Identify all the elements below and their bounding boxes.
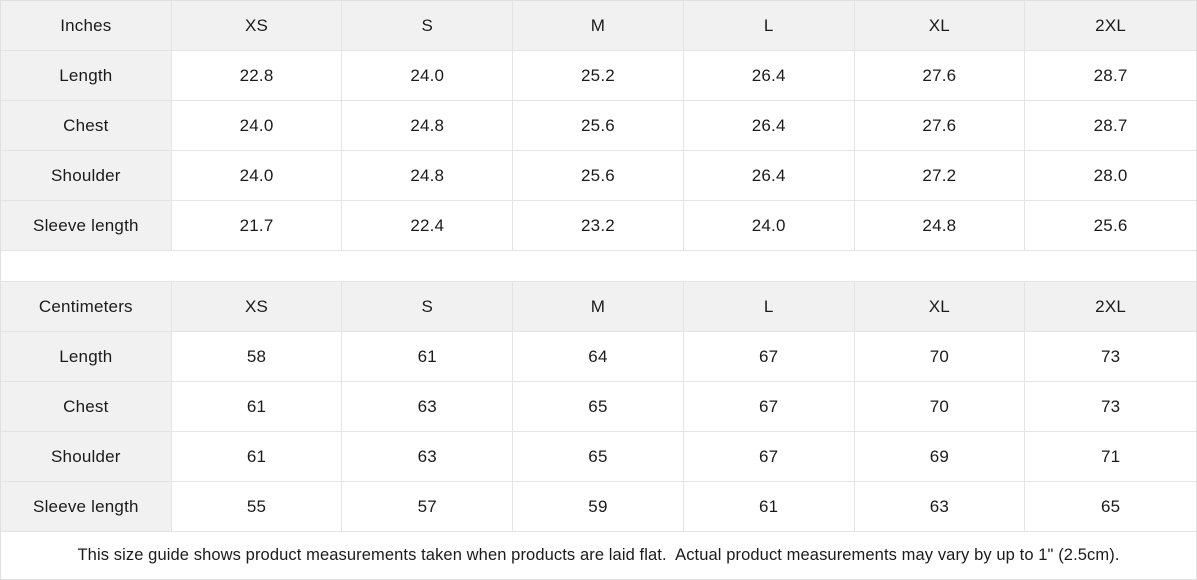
measurement-cell: 25.6	[513, 101, 684, 151]
measurement-cell: 67	[683, 332, 855, 382]
measurement-cell: 57	[342, 482, 514, 532]
size-header-cell-l: L	[683, 282, 855, 332]
measurement-cell: 27.6	[854, 51, 1026, 101]
size-header-cell-xl: XL	[854, 1, 1026, 51]
measurement-cell: 65	[1025, 482, 1196, 532]
size-table-row: Chest 24.0 24.8 25.6 26.4 27.6 28.7	[1, 101, 1196, 151]
measurement-cell: 26.4	[683, 101, 855, 151]
measurement-cell: 25.6	[1025, 201, 1196, 251]
measurement-cell: 28.0	[1025, 151, 1196, 201]
size-header-cell-m: M	[513, 282, 684, 332]
row-label-cell: Length	[1, 332, 172, 382]
table-gap	[1, 251, 1196, 282]
size-table-row: Sleeve length 21.7 22.4 23.2 24.0 24.8 25.6	[1, 201, 1196, 251]
size-header-cell-s: S	[342, 1, 514, 51]
size-header-cell-xl: XL	[854, 282, 1026, 332]
measurement-cell: 24.8	[342, 151, 514, 201]
measurement-cell: 25.6	[513, 151, 684, 201]
measurement-cell: 24.0	[171, 151, 343, 201]
measurement-cell: 26.4	[683, 151, 855, 201]
size-header-cell-l: L	[683, 1, 855, 51]
size-table-centimeters: Centimeters XS S M L XL 2XL Length 58 61 64 67 70 73 C…	[1, 282, 1196, 532]
measurement-cell: 27.2	[854, 151, 1026, 201]
measurement-cell: 23.2	[513, 201, 684, 251]
row-label-cell: Chest	[1, 101, 172, 151]
size-header-cell-s: S	[342, 282, 514, 332]
size-header-cell-xs: XS	[171, 1, 343, 51]
row-label-cell: Sleeve length	[1, 482, 172, 532]
measurement-cell: 25.2	[513, 51, 684, 101]
unit-label-cell: Centimeters	[1, 282, 172, 332]
measurement-cell: 24.8	[342, 101, 514, 151]
size-table-inches: Inches XS S M L XL 2XL Length 22.8 24.0 25.2 26.4 27…	[1, 1, 1196, 251]
measurement-cell: 59	[513, 482, 684, 532]
size-table-row: Shoulder 61 63 65 67 69 71	[1, 432, 1196, 482]
measurement-cell: 70	[854, 332, 1026, 382]
measurement-cell: 24.0	[342, 51, 514, 101]
measurement-cell: 65	[513, 432, 684, 482]
measurement-cell: 65	[513, 382, 684, 432]
measurement-cell: 24.0	[683, 201, 855, 251]
measurement-cell: 61	[171, 432, 343, 482]
size-header-cell-xs: XS	[171, 282, 343, 332]
measurement-cell: 73	[1025, 332, 1196, 382]
size-header-cell-2xl: 2XL	[1025, 1, 1196, 51]
size-table-row: Length 58 61 64 67 70 73	[1, 332, 1196, 382]
measurement-cell: 67	[683, 382, 855, 432]
row-label-cell: Shoulder	[1, 151, 172, 201]
measurement-cell: 73	[1025, 382, 1196, 432]
measurement-cell: 61	[171, 382, 343, 432]
measurement-cell: 28.7	[1025, 51, 1196, 101]
measurement-cell: 26.4	[683, 51, 855, 101]
measurement-cell: 28.7	[1025, 101, 1196, 151]
size-header-cell-2xl: 2XL	[1025, 282, 1196, 332]
measurement-cell: 63	[342, 432, 514, 482]
row-label-cell: Chest	[1, 382, 172, 432]
unit-label-cell: Inches	[1, 1, 172, 51]
size-table-row: Sleeve length 55 57 59 61 63 65	[1, 482, 1196, 532]
row-label-cell: Shoulder	[1, 432, 172, 482]
measurement-cell: 58	[171, 332, 343, 382]
measurement-cell: 61	[342, 332, 514, 382]
measurement-cell: 61	[683, 482, 855, 532]
measurement-cell: 24.0	[171, 101, 343, 151]
size-table-header-row: Centimeters XS S M L XL 2XL	[1, 282, 1196, 332]
measurement-cell: 67	[683, 432, 855, 482]
size-table-row: Chest 61 63 65 67 70 73	[1, 382, 1196, 432]
measurement-cell: 70	[854, 382, 1026, 432]
row-label-cell: Sleeve length	[1, 201, 172, 251]
measurement-cell: 21.7	[171, 201, 343, 251]
measurement-cell: 63	[342, 382, 514, 432]
measurement-cell: 71	[1025, 432, 1196, 482]
measurement-cell: 22.4	[342, 201, 514, 251]
measurement-cell: 55	[171, 482, 343, 532]
size-table-header-row: Inches XS S M L XL 2XL	[1, 1, 1196, 51]
row-label-cell: Length	[1, 51, 172, 101]
size-header-cell-m: M	[513, 1, 684, 51]
measurement-cell: 69	[854, 432, 1026, 482]
measurement-cell: 24.8	[854, 201, 1026, 251]
size-guide-note: This size guide shows product measuremen…	[1, 532, 1196, 579]
measurement-cell: 63	[854, 482, 1026, 532]
size-table-row: Length 22.8 24.0 25.2 26.4 27.6 28.7	[1, 51, 1196, 101]
measurement-cell: 64	[513, 332, 684, 382]
size-table-row: Shoulder 24.0 24.8 25.6 26.4 27.2 28.0	[1, 151, 1196, 201]
measurement-cell: 22.8	[171, 51, 343, 101]
measurement-cell: 27.6	[854, 101, 1026, 151]
